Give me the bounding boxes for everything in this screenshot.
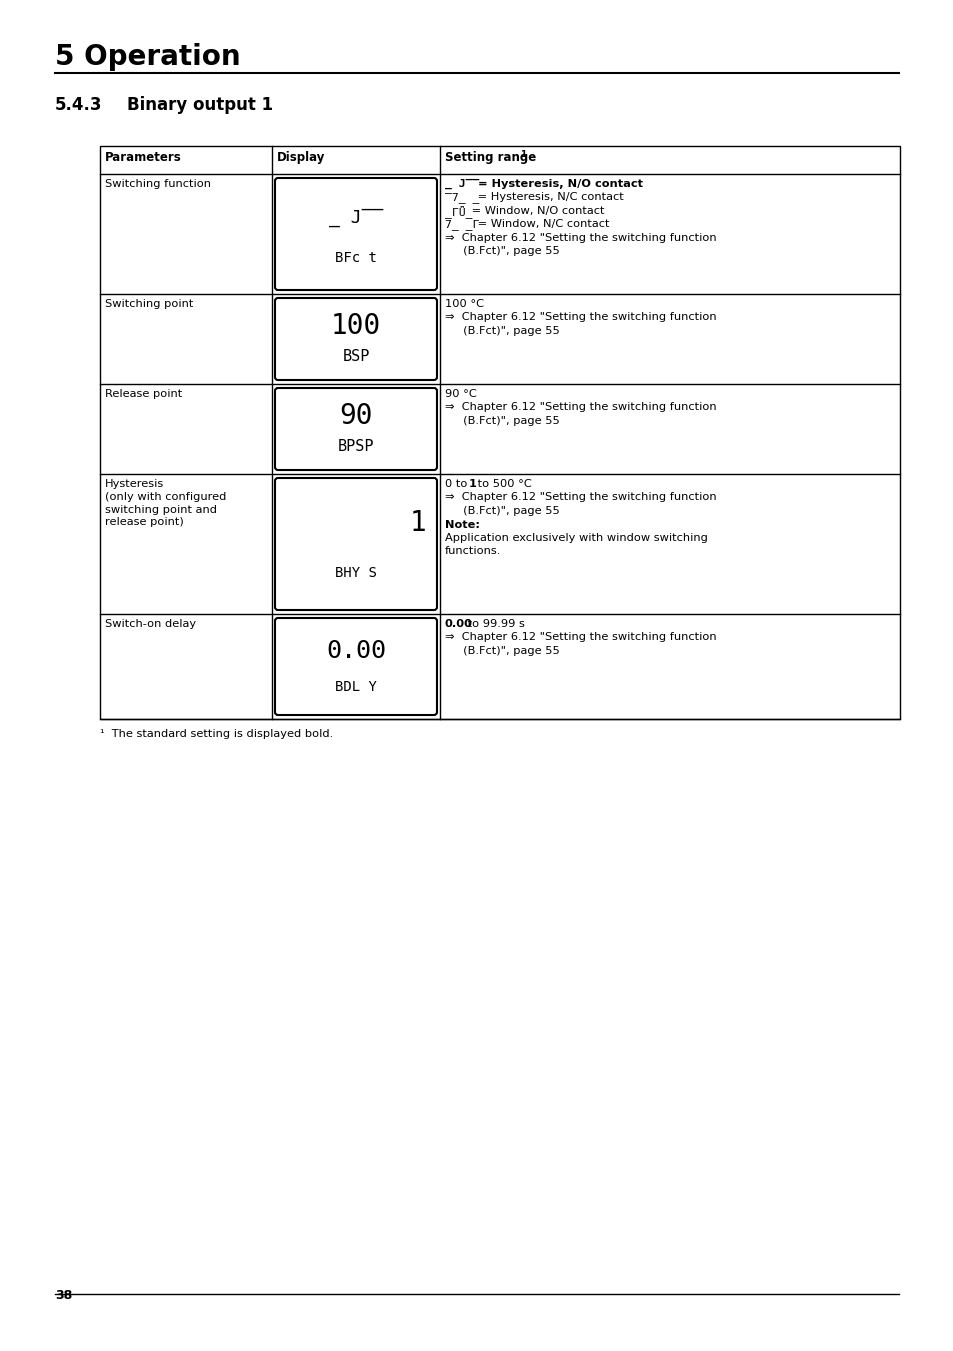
- Text: BSP: BSP: [342, 349, 370, 363]
- Text: Switch-on delay: Switch-on delay: [105, 619, 196, 630]
- Text: 1: 1: [519, 150, 526, 159]
- Text: 90: 90: [339, 403, 373, 430]
- Text: ⇒  Chapter 6.12 "Setting the switching function: ⇒ Chapter 6.12 "Setting the switching fu…: [444, 232, 716, 243]
- Text: = Hysteresis, N/C contact: = Hysteresis, N/C contact: [474, 192, 623, 203]
- Text: Application exclusively with window switching: Application exclusively with window swit…: [444, 534, 707, 543]
- Text: ‾7_ _: ‾7_ _: [444, 192, 478, 204]
- Text: 0.00: 0.00: [326, 639, 386, 663]
- Bar: [100, 146, 899, 719]
- Text: Parameters: Parameters: [105, 151, 182, 163]
- Text: Display: Display: [276, 151, 325, 163]
- Text: (B.Fct)", page 55: (B.Fct)", page 55: [444, 507, 559, 516]
- Text: 7_ _Γ: 7_ _Γ: [444, 219, 478, 231]
- Text: BFc t: BFc t: [335, 251, 376, 265]
- Text: 100: 100: [331, 312, 381, 340]
- Text: 100 °C: 100 °C: [444, 299, 483, 309]
- Text: ⇒  Chapter 6.12 "Setting the switching function: ⇒ Chapter 6.12 "Setting the switching fu…: [444, 493, 716, 503]
- Text: _ΓǕ_: _ΓǕ_: [444, 205, 472, 219]
- FancyBboxPatch shape: [274, 617, 436, 715]
- Text: = Window, N/C contact: = Window, N/C contact: [474, 219, 609, 230]
- Text: _ J‾‾: _ J‾‾: [444, 178, 478, 189]
- Text: BHY S: BHY S: [335, 566, 376, 580]
- Text: ⇒  Chapter 6.12 "Setting the switching function: ⇒ Chapter 6.12 "Setting the switching fu…: [444, 632, 716, 643]
- Text: 5.4.3: 5.4.3: [55, 96, 102, 113]
- Text: 90 °C: 90 °C: [444, 389, 476, 399]
- Text: functions.: functions.: [444, 547, 501, 557]
- FancyBboxPatch shape: [274, 299, 436, 380]
- Text: Note:: Note:: [444, 520, 479, 530]
- Text: (B.Fct)", page 55: (B.Fct)", page 55: [444, 416, 559, 426]
- FancyBboxPatch shape: [274, 478, 436, 611]
- Text: Switching function: Switching function: [105, 178, 211, 189]
- FancyBboxPatch shape: [274, 178, 436, 290]
- Text: ⇒  Chapter 6.12 "Setting the switching function: ⇒ Chapter 6.12 "Setting the switching fu…: [444, 312, 716, 323]
- Text: Binary output 1: Binary output 1: [127, 96, 273, 113]
- Text: BDL Y: BDL Y: [335, 681, 376, 694]
- Text: 0.00: 0.00: [444, 619, 473, 630]
- Text: (B.Fct)", page 55: (B.Fct)", page 55: [444, 246, 559, 257]
- Text: (B.Fct)", page 55: (B.Fct)", page 55: [444, 326, 559, 336]
- Text: ⇒  Chapter 6.12 "Setting the switching function: ⇒ Chapter 6.12 "Setting the switching fu…: [444, 403, 716, 412]
- Text: ¹  The standard setting is displayed bold.: ¹ The standard setting is displayed bold…: [100, 730, 333, 739]
- Text: 0 to: 0 to: [444, 480, 471, 489]
- Text: to 99.99 s: to 99.99 s: [464, 619, 524, 630]
- Text: BPSP: BPSP: [337, 439, 374, 454]
- Text: = Hysteresis, N/O contact: = Hysteresis, N/O contact: [474, 178, 642, 189]
- Text: Switching point: Switching point: [105, 299, 193, 309]
- FancyBboxPatch shape: [274, 388, 436, 470]
- Text: (B.Fct)", page 55: (B.Fct)", page 55: [444, 646, 559, 657]
- Text: 1: 1: [469, 480, 476, 489]
- Text: Hysteresis
(only with configured
switching point and
release point): Hysteresis (only with configured switchi…: [105, 480, 226, 527]
- Text: 38: 38: [55, 1289, 72, 1302]
- Text: _ J‾‾: _ J‾‾: [329, 209, 383, 227]
- Text: = Window, N/O contact: = Window, N/O contact: [468, 205, 604, 216]
- Text: 1: 1: [409, 508, 426, 536]
- Text: 5 Operation: 5 Operation: [55, 43, 240, 72]
- Text: Setting range: Setting range: [444, 151, 536, 163]
- Text: Release point: Release point: [105, 389, 182, 399]
- Text: to 500 °C: to 500 °C: [474, 480, 531, 489]
